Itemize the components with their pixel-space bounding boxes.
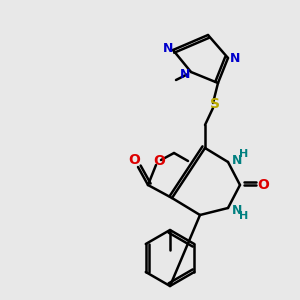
Text: N: N [180,68,190,80]
Text: N: N [232,154,242,166]
Text: H: H [239,211,249,221]
Text: N: N [230,52,240,64]
Text: O: O [128,153,140,167]
Text: N: N [232,203,242,217]
Text: O: O [257,178,269,192]
Text: S: S [210,97,220,111]
Text: H: H [239,149,249,159]
Text: N: N [163,43,173,56]
Text: O: O [153,154,165,168]
